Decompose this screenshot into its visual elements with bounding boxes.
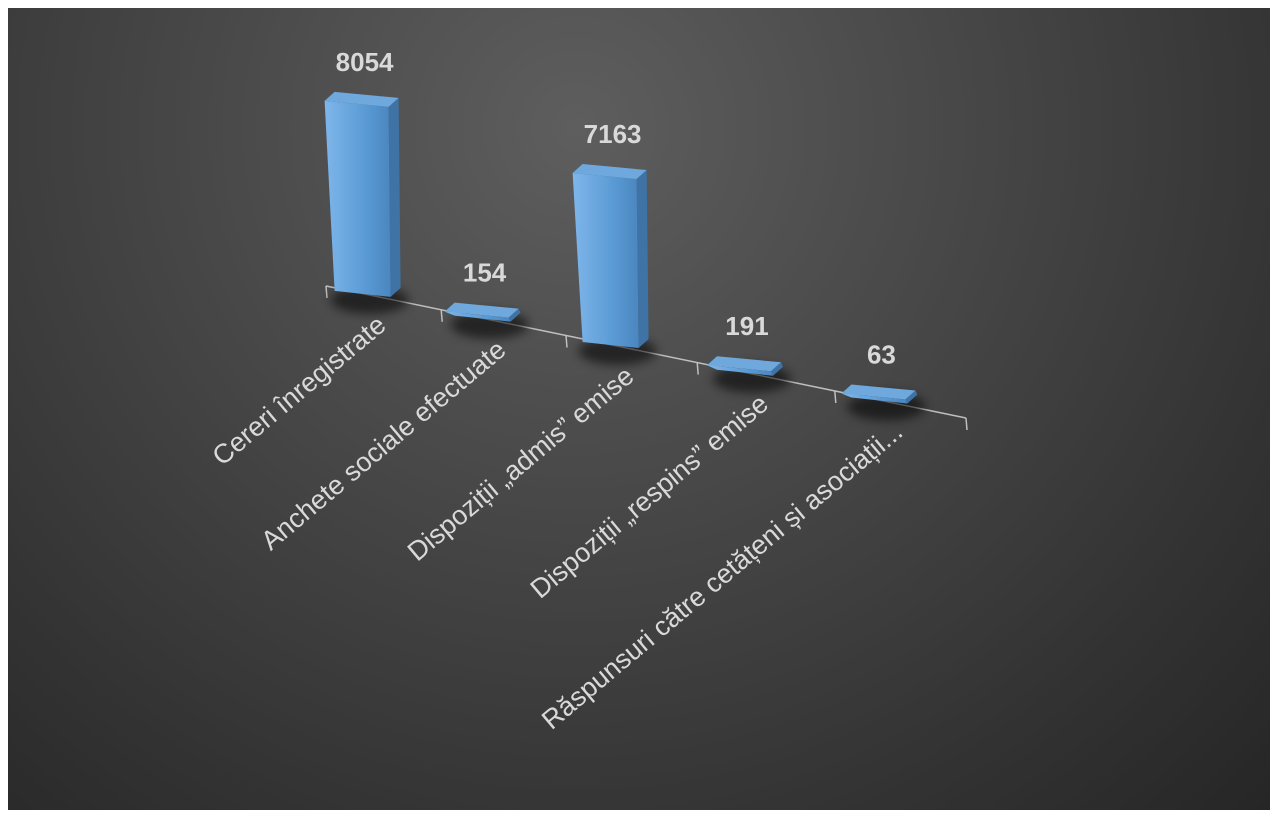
x-axis-tick bbox=[696, 362, 699, 375]
bar-top-face bbox=[324, 91, 399, 107]
bar-side-face bbox=[388, 97, 401, 297]
chart-plot: 8054 154 7163 191 63 Cereri înregistrateAnch… bbox=[207, 47, 968, 735]
bar-top-face bbox=[707, 356, 781, 372]
x-axis-tick bbox=[325, 285, 328, 299]
bar-top-face bbox=[841, 384, 916, 400]
bar bbox=[324, 100, 391, 297]
bar-side-face bbox=[905, 390, 918, 404]
bar bbox=[444, 311, 511, 322]
bar-side-face bbox=[508, 308, 521, 322]
x-axis-tick bbox=[440, 309, 443, 322]
bar bbox=[707, 365, 773, 376]
bar bbox=[572, 173, 639, 349]
data-label: 191 bbox=[725, 311, 768, 341]
data-label: 63 bbox=[867, 339, 896, 369]
data-label: 7163 bbox=[584, 119, 642, 149]
chart-area: 8054 154 7163 191 63 Cereri înregistrate Anch… bbox=[8, 8, 1270, 810]
x-axis-tick bbox=[565, 335, 568, 348]
bar-top-face bbox=[572, 164, 647, 180]
bar bbox=[841, 393, 908, 404]
bar-side-face bbox=[771, 362, 783, 376]
bars bbox=[324, 91, 926, 421]
data-labels: 8054 154 7163 191 63 bbox=[336, 47, 896, 370]
bar-top-face bbox=[444, 302, 519, 318]
bar-side-face bbox=[636, 170, 649, 349]
x-axis-tick bbox=[965, 417, 968, 431]
data-label: 154 bbox=[463, 258, 507, 288]
data-label: 8054 bbox=[336, 47, 394, 77]
category-label: Răspunsuri către cetățeni și asociații..… bbox=[536, 416, 908, 735]
x-axis-tick bbox=[834, 390, 837, 404]
